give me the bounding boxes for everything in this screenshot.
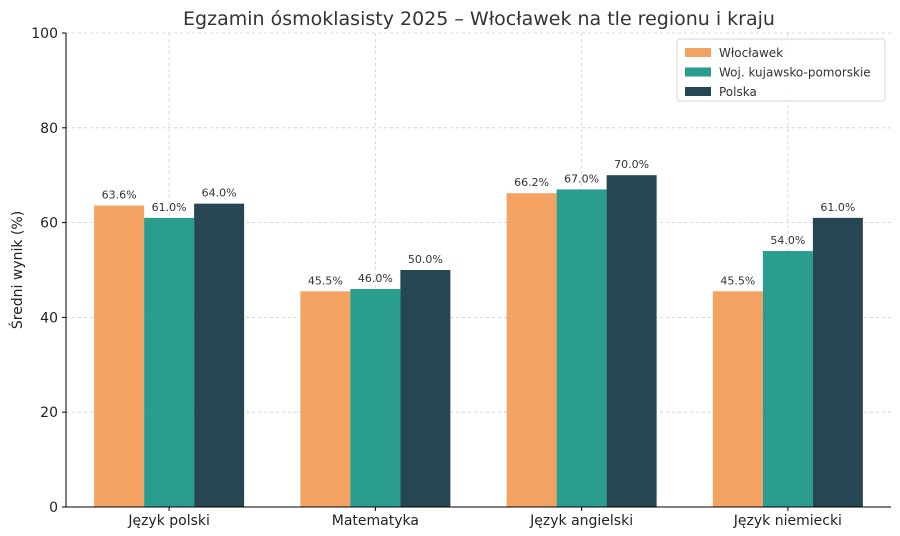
bar-value-label: 70.0%: [614, 158, 649, 171]
bar: [812, 217, 863, 508]
chart-title: Egzamin ósmoklasisty 2025 – Włocławek na…: [183, 8, 775, 30]
bar-value-label: 61.0%: [152, 201, 187, 214]
bar-value-label: 66.2%: [514, 176, 549, 189]
legend-swatch: [685, 48, 711, 57]
legend-box: [676, 38, 886, 102]
bar-value-label: 64.0%: [202, 187, 237, 200]
legend-label: Polska: [719, 85, 757, 99]
bar: [606, 175, 657, 507]
axes: 0 20 40 60 80 100 Język polski Matematyka Język …: [31, 26, 891, 529]
bar: [712, 291, 763, 507]
y-tick-label: 40: [40, 310, 58, 326]
legend-swatch: [685, 87, 711, 96]
y-tick-label: 100: [31, 26, 58, 42]
bar-value-label: 67.0%: [564, 172, 599, 185]
bar-value-label: 45.5%: [308, 274, 343, 287]
bar: [300, 291, 351, 507]
bar: [350, 288, 401, 507]
bar: [506, 193, 557, 507]
bars: [94, 175, 863, 508]
bar: [556, 189, 607, 508]
x-tick-label: Język polski: [127, 513, 210, 529]
bar-value-label: 46.0%: [358, 272, 393, 285]
bar-value-label: 45.5%: [720, 274, 755, 287]
bar-value-label: 63.6%: [102, 189, 137, 202]
bar-value-label: 61.0%: [820, 201, 855, 214]
x-tick-label: Język niemiecki: [733, 513, 842, 529]
legend-swatch: [685, 67, 711, 77]
y-axis-label: Średni wynik (%): [8, 211, 26, 329]
bar-value-label: 54.0%: [770, 234, 805, 247]
bar: [94, 205, 145, 507]
x-tick-label: Język angielski: [529, 513, 633, 529]
legend-label: Woj. kujawsko-pomorskie: [719, 66, 871, 80]
bar: [194, 203, 245, 507]
x-tick-label: Matematyka: [332, 513, 419, 529]
bar-value-label: 50.0%: [408, 253, 443, 266]
y-tick-label: 0: [49, 500, 58, 516]
y-tick-label: 80: [40, 121, 58, 137]
bar: [144, 217, 195, 508]
y-tick-label: 20: [40, 405, 58, 421]
bar: [762, 251, 813, 507]
legend-label: Włocławek: [719, 46, 783, 60]
bar: [400, 270, 451, 507]
y-tick-label: 60: [40, 216, 58, 232]
legend: Włocławek Woj. kujawsko-pomorskie Polska: [676, 38, 886, 102]
bar-value-labels: 63.6% 61.0% 64.0% 45.5% 46.0% 50.0% 66.2% 67.0%…: [102, 158, 856, 287]
